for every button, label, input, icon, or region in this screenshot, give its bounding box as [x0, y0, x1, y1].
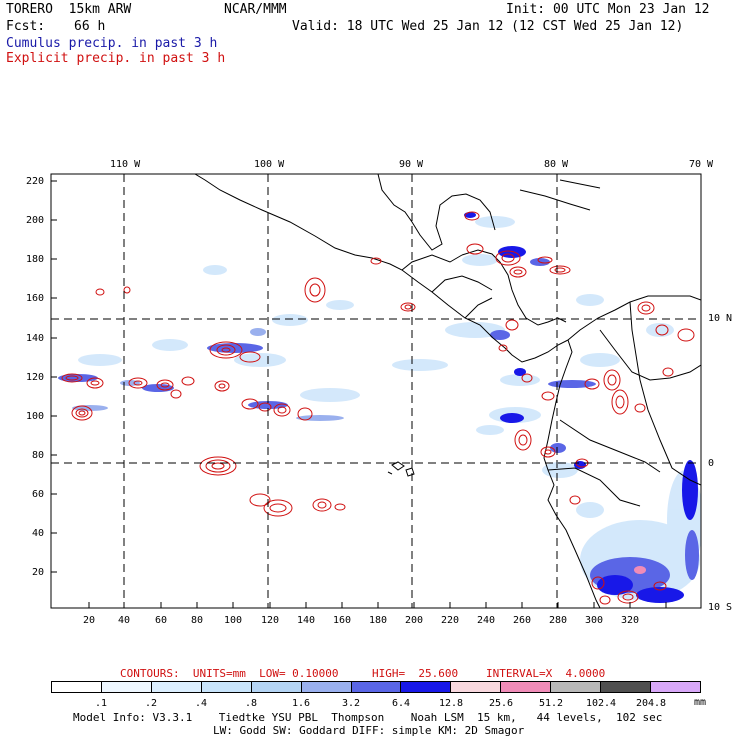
colorbar-label: .2: [144, 698, 158, 709]
lon-label-110w: 110 W: [110, 159, 141, 170]
lon-label-70w: 70 W: [689, 159, 714, 170]
y-tick: 180: [26, 254, 45, 265]
forecast-hour: 66 h: [74, 19, 106, 34]
x-tick: 40: [118, 615, 131, 626]
y-tick: 140: [26, 333, 45, 344]
init-time: Init: 00 UTC Mon 23 Jan 12: [506, 2, 710, 17]
colorbar-label: 6.4: [391, 698, 411, 709]
lon-label-80w: 80 W: [544, 159, 569, 170]
lat-label-10s: 10 S: [708, 602, 733, 613]
colorbar-swatch: [451, 682, 502, 692]
colorbar-label: 3.2: [341, 698, 361, 709]
x-tick: 60: [155, 615, 168, 626]
x-tick: 120: [261, 615, 280, 626]
y-tick: 20: [32, 567, 45, 578]
colorbar-label: 1.6: [291, 698, 311, 709]
lon-label-90w: 90 W: [399, 159, 424, 170]
y-tick: 200: [26, 215, 45, 226]
colorbar-label: .1: [94, 698, 108, 709]
y-tick: 120: [26, 372, 45, 383]
colorbar-swatch: [401, 682, 452, 692]
colorbar-swatch: [501, 682, 552, 692]
explicit-precip-legend: Explicit precip. in past 3 h: [6, 51, 226, 66]
colorbar-swatch: [301, 682, 352, 692]
colorbar-label: 51.2: [538, 698, 564, 709]
colorbar-swatch: [52, 682, 102, 692]
coastlines: [194, 174, 701, 608]
x-tick: 300: [585, 615, 604, 626]
y-tick: 40: [32, 528, 45, 539]
colorbar-swatch: [201, 682, 252, 692]
x-tick: 280: [549, 615, 568, 626]
colorbar-label: .4: [194, 698, 208, 709]
x-tick: 180: [369, 615, 388, 626]
x-tick: 80: [191, 615, 204, 626]
y-tick: 60: [32, 489, 45, 500]
contour-high: HIGH= 25.600: [372, 667, 459, 680]
colorbar-swatch: [551, 682, 602, 692]
contour-units: CONTOURS: UNITS=mm LOW= 0.10000: [120, 667, 339, 680]
lat-label-10n: 10 N: [708, 313, 733, 324]
colorbar-swatch: [351, 682, 402, 692]
x-tick: 320: [621, 615, 640, 626]
colorbar-unit: mm: [694, 697, 707, 708]
model-title: TORERO 15km ARW: [6, 2, 132, 17]
forecast-label: Fcst:: [6, 19, 46, 34]
model-info-line1: Model Info: V3.3.1 Tiedtke YSU PBL Thomp…: [73, 711, 663, 724]
y-tick: 160: [26, 293, 45, 304]
tick-marks: [51, 180, 667, 608]
x-tick: 220: [441, 615, 460, 626]
lat-label-0: 0: [708, 458, 715, 469]
colorbar-swatch: [251, 682, 302, 692]
precip-colorbar: [51, 681, 701, 693]
colorbar-swatch: [651, 682, 700, 692]
org-label: NCAR/MMM: [224, 2, 287, 17]
contour-interval: INTERVAL=X 4.0000: [486, 667, 606, 680]
colorbar-label: 25.6: [488, 698, 514, 709]
colorbar-label: 12.8: [438, 698, 464, 709]
x-tick: 20: [83, 615, 96, 626]
colorbar-swatch: [101, 682, 152, 692]
x-tick: 260: [513, 615, 532, 626]
x-tick: 140: [297, 615, 316, 626]
explicit-precip-contours: [61, 211, 695, 605]
colorbar-swatch: [601, 682, 652, 692]
map-frame: [50, 173, 702, 609]
graticule: [51, 174, 701, 608]
y-tick: 220: [26, 176, 45, 187]
y-tick: 80: [32, 450, 45, 461]
colorbar-label: 204.8: [635, 698, 667, 709]
x-tick: 160: [333, 615, 352, 626]
x-tick: 200: [405, 615, 424, 626]
cumulus-precip-legend: Cumulus precip. in past 3 h: [6, 36, 218, 51]
lon-label-100w: 100 W: [254, 159, 285, 170]
x-tick: 100: [224, 615, 243, 626]
model-info-line2: LW: Godd SW: Goddard DIFF: simple KM: 2D…: [213, 724, 525, 737]
colorbar-label: .8: [244, 698, 258, 709]
x-tick: 240: [477, 615, 496, 626]
colorbar-swatch: [151, 682, 202, 692]
colorbar-label: 102.4: [585, 698, 617, 709]
y-tick: 100: [26, 411, 45, 422]
valid-time: Valid: 18 UTC Wed 25 Jan 12 (12 CST Wed …: [292, 19, 684, 34]
